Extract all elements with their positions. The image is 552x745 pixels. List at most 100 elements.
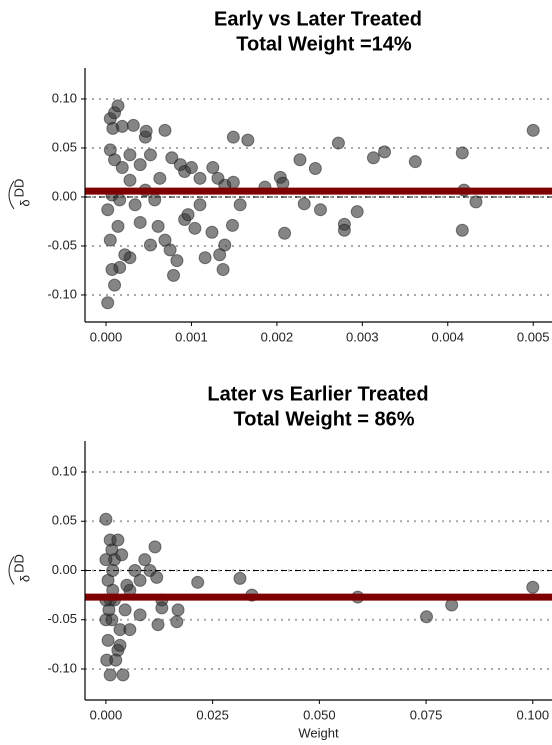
point xyxy=(297,197,311,211)
point xyxy=(455,146,469,160)
y-tick-label: 0.10 xyxy=(52,463,77,478)
point xyxy=(158,123,172,137)
point xyxy=(120,578,134,592)
y-label-superscript: DD xyxy=(11,179,26,198)
point xyxy=(171,603,185,617)
point xyxy=(133,573,147,587)
point xyxy=(419,610,433,624)
chart-title: Later vs Earlier Treated xyxy=(207,383,428,405)
x-tick-label: 0.005 xyxy=(517,329,550,344)
x-tick-label: 0.001 xyxy=(175,329,208,344)
point xyxy=(133,608,147,622)
point xyxy=(118,248,132,262)
y-tick-label: 0.05 xyxy=(52,513,77,528)
point xyxy=(226,130,240,144)
x-tick-label: 0.000 xyxy=(90,707,123,722)
point xyxy=(111,533,125,547)
point xyxy=(408,155,422,169)
y-tick-label: 0.05 xyxy=(52,139,77,154)
point xyxy=(233,571,247,585)
point xyxy=(165,151,179,165)
point xyxy=(170,615,184,629)
point xyxy=(181,208,195,222)
chart-title: Early vs Later Treated xyxy=(214,8,422,30)
chart-subtitle: Total Weight =14% xyxy=(236,33,412,55)
point xyxy=(293,153,307,167)
y-label-hat xyxy=(8,556,15,585)
point xyxy=(113,638,127,652)
point xyxy=(313,203,327,217)
point xyxy=(155,601,169,615)
x-tick-label: 0.025 xyxy=(196,707,229,722)
point xyxy=(233,198,247,212)
point xyxy=(469,195,483,209)
point xyxy=(116,668,130,682)
point xyxy=(128,198,142,212)
point xyxy=(213,248,227,262)
point xyxy=(225,218,239,232)
point xyxy=(101,296,115,310)
panel: Later vs Earlier Treated Total Weight = 8… xyxy=(8,383,552,740)
point xyxy=(151,618,165,632)
point xyxy=(101,633,115,647)
point xyxy=(99,512,113,526)
point xyxy=(153,171,167,185)
point xyxy=(105,262,119,276)
point xyxy=(133,215,147,229)
x-tick-label: 0.003 xyxy=(346,329,379,344)
point xyxy=(278,226,292,240)
x-label: Weight xyxy=(298,725,339,740)
point xyxy=(143,238,157,252)
point xyxy=(158,233,172,247)
point xyxy=(206,161,220,175)
point xyxy=(99,553,113,567)
point xyxy=(111,99,125,113)
point xyxy=(170,254,184,268)
y-tick-label: 0.00 xyxy=(52,562,77,577)
point xyxy=(143,148,157,162)
y-label: δDD xyxy=(8,554,32,585)
y-label-symbol: δ xyxy=(17,199,32,206)
point xyxy=(115,119,129,133)
point xyxy=(150,570,164,584)
point xyxy=(191,575,205,589)
point xyxy=(188,221,202,235)
x-tick-label: 0.050 xyxy=(303,707,336,722)
point xyxy=(115,548,129,562)
point xyxy=(198,251,212,265)
y-tick-label: -0.10 xyxy=(47,660,77,675)
y-label: δDD xyxy=(8,179,32,210)
point xyxy=(526,580,540,594)
point xyxy=(106,564,120,577)
y-tick-label: -0.05 xyxy=(47,611,77,626)
point xyxy=(193,198,207,212)
point xyxy=(123,623,137,637)
point xyxy=(167,268,181,282)
point xyxy=(276,176,290,190)
point xyxy=(184,161,198,175)
x-tick-label: 0.000 xyxy=(90,329,123,344)
point xyxy=(108,153,122,167)
chart-subtitle: Total Weight = 86% xyxy=(234,408,415,430)
point xyxy=(148,540,162,554)
x-tick-label: 0.100 xyxy=(517,707,550,722)
x-tick-label: 0.004 xyxy=(431,329,464,344)
point xyxy=(113,193,127,207)
y-tick-label: 0.10 xyxy=(52,90,77,105)
point xyxy=(241,133,255,147)
point xyxy=(109,653,123,667)
point xyxy=(226,175,240,189)
point xyxy=(193,171,207,185)
y-tick-label: -0.05 xyxy=(47,237,77,252)
point xyxy=(99,613,113,627)
point xyxy=(103,668,117,682)
point xyxy=(108,278,122,292)
point xyxy=(308,162,322,176)
point xyxy=(378,145,392,159)
panel: Early vs Later Treated Total Weight =14% -… xyxy=(8,8,552,344)
y-label-superscript: DD xyxy=(11,554,26,573)
point xyxy=(445,598,459,612)
point xyxy=(455,223,469,237)
point xyxy=(350,205,364,219)
